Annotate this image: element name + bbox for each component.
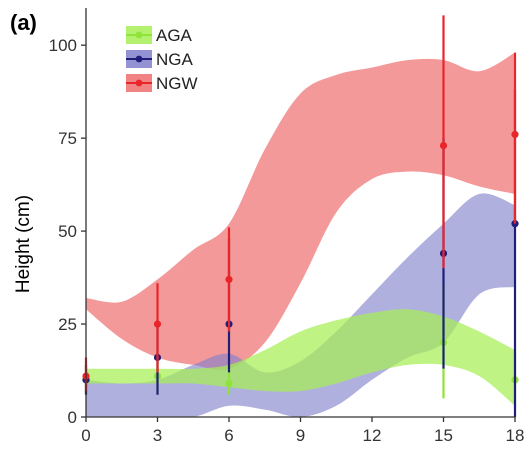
x-tick-label-6: 6 xyxy=(224,426,233,445)
axes: 0 25 50 75 100 0 3 6 9 12 15 18 xyxy=(49,8,525,445)
error-bars xyxy=(82,15,519,417)
point-ngw-6 xyxy=(225,275,233,284)
legend-marker-aga xyxy=(135,31,143,39)
legend: AGA NGA NGW xyxy=(126,26,198,93)
confidence-bands xyxy=(86,52,515,417)
point-ngw-3 xyxy=(153,320,162,328)
x-tick-label-15: 15 xyxy=(434,426,453,445)
y-tick-label-50: 50 xyxy=(58,222,77,241)
x-tick-label-12: 12 xyxy=(363,426,382,445)
point-ngw-18 xyxy=(511,130,519,139)
point-ngw-15 xyxy=(439,141,448,150)
band-aga xyxy=(86,309,515,406)
point-aga-6 xyxy=(225,379,233,388)
x-tick-label-0: 0 xyxy=(81,426,90,445)
legend-label-ngw: NGW xyxy=(156,74,198,93)
legend-marker-nga xyxy=(135,55,143,63)
y-axis-title: Height (cm) xyxy=(13,195,34,293)
x-tick-label-3: 3 xyxy=(153,426,162,445)
x-tick-label-9: 9 xyxy=(296,426,305,445)
y-tick-label-75: 75 xyxy=(58,129,77,148)
y-tick-label-25: 25 xyxy=(58,315,77,334)
legend-label-aga: AGA xyxy=(156,26,193,45)
y-tick-label-0: 0 xyxy=(68,408,77,427)
y-tick-label-100: 100 xyxy=(49,36,77,55)
band-ngw xyxy=(86,52,515,370)
x-tick-label-18: 18 xyxy=(506,426,525,445)
legend-label-nga: NGA xyxy=(156,50,194,69)
legend-marker-ngw xyxy=(135,79,143,87)
panel-label: (a) xyxy=(10,10,37,35)
